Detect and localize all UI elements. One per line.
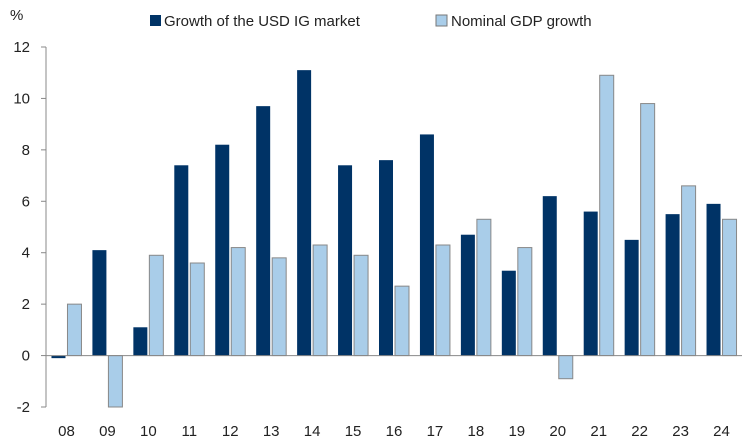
- x-tick-label: 11: [182, 423, 198, 440]
- y-tick-label: 12: [13, 39, 30, 56]
- y-tick-label: -2: [17, 399, 30, 416]
- bar-usd-ig-18: [460, 234, 475, 356]
- bar-usd-ig-12: [215, 144, 230, 356]
- bar-usd-ig-11: [174, 165, 189, 356]
- legend-label-usd-ig: Growth of the USD IG market: [164, 13, 361, 30]
- bar-nominal-gdp-22: [640, 103, 656, 357]
- bar-usd-ig-17: [419, 134, 434, 356]
- bar-nominal-gdp-23: [681, 185, 697, 357]
- legend-swatch-usd-ig: [150, 15, 161, 26]
- x-tick-label: 10: [140, 423, 157, 440]
- x-tick-label: 19: [508, 423, 525, 440]
- x-tick-label: 16: [386, 423, 403, 440]
- bar-usd-ig-08: [51, 355, 66, 359]
- bar-usd-ig-22: [624, 239, 639, 356]
- x-tick-label: 18: [468, 423, 485, 440]
- legend: Growth of the USD IG market Nominal GDP …: [150, 13, 592, 30]
- bar-nominal-gdp-14: [312, 244, 328, 357]
- y-tick-label: 8: [22, 142, 30, 159]
- x-tick-label: 20: [549, 423, 566, 440]
- y-axis: -2 0 2 4 6 8 10 12: [13, 39, 47, 416]
- x-tick-label: 12: [222, 423, 239, 440]
- x-tick-label: 08: [58, 423, 75, 440]
- bar-usd-ig-24: [706, 203, 721, 356]
- legend-item-usd-ig: Growth of the USD IG market: [150, 13, 361, 30]
- y-tick-label: 4: [22, 245, 30, 262]
- x-tick-label: 15: [345, 423, 362, 440]
- bar-nominal-gdp-10: [148, 254, 164, 357]
- bar-nominal-gdp-15: [353, 254, 369, 357]
- y-tick-label: 0: [22, 348, 30, 365]
- bar-nominal-gdp-11: [189, 262, 205, 357]
- bar-usd-ig-13: [256, 106, 271, 356]
- x-tick-label: 09: [99, 423, 116, 440]
- bar-usd-ig-21: [583, 211, 598, 356]
- bar-nominal-gdp-18: [476, 218, 492, 357]
- bar-nominal-gdp-24: [722, 218, 738, 357]
- bar-usd-ig-10: [133, 327, 148, 356]
- bar-nominal-gdp-16: [394, 285, 410, 357]
- bar-nominal-gdp-21: [599, 74, 615, 357]
- bar-usd-ig-14: [297, 70, 312, 356]
- bar-usd-ig-20: [542, 196, 557, 356]
- bar-usd-ig-19: [501, 270, 516, 356]
- x-tick-label: 23: [672, 423, 689, 440]
- x-tick-label: 13: [263, 423, 280, 440]
- bar-nominal-gdp-17: [435, 244, 451, 357]
- legend-item-nominal-gdp: Nominal GDP growth: [435, 13, 592, 30]
- bar-nominal-gdp-08: [66, 303, 82, 357]
- x-tick-label: 22: [631, 423, 648, 440]
- x-axis: 08 09 10 11 12 13 14 15 16 17 18 19 20 21 22 23 24: [46, 355, 742, 440]
- y-tick-label: 2: [22, 296, 30, 313]
- bar-nominal-gdp-09: [107, 355, 123, 408]
- bar-nominal-gdp-19: [517, 247, 533, 357]
- bar-usd-ig-16: [379, 160, 393, 356]
- y-tick-label: 6: [22, 193, 30, 210]
- bar-nominal-gdp-12: [230, 247, 246, 357]
- legend-swatch-nominal-gdp: [435, 14, 448, 27]
- bars: [51, 70, 738, 408]
- x-tick-label: 17: [427, 423, 444, 440]
- y-tick-label: 10: [13, 90, 30, 107]
- y-axis-unit-label: %: [10, 7, 23, 24]
- legend-label-nominal-gdp: Nominal GDP growth: [451, 13, 592, 30]
- x-tick-label: 14: [304, 423, 321, 440]
- x-tick-label: 24: [713, 423, 730, 440]
- x-tick-label: 21: [590, 423, 607, 440]
- bar-usd-ig-23: [665, 214, 680, 356]
- bar-nominal-gdp-20: [558, 355, 574, 380]
- bar-usd-ig-09: [92, 250, 107, 356]
- bar-usd-ig-15: [338, 165, 353, 356]
- bar-nominal-gdp-13: [271, 257, 287, 357]
